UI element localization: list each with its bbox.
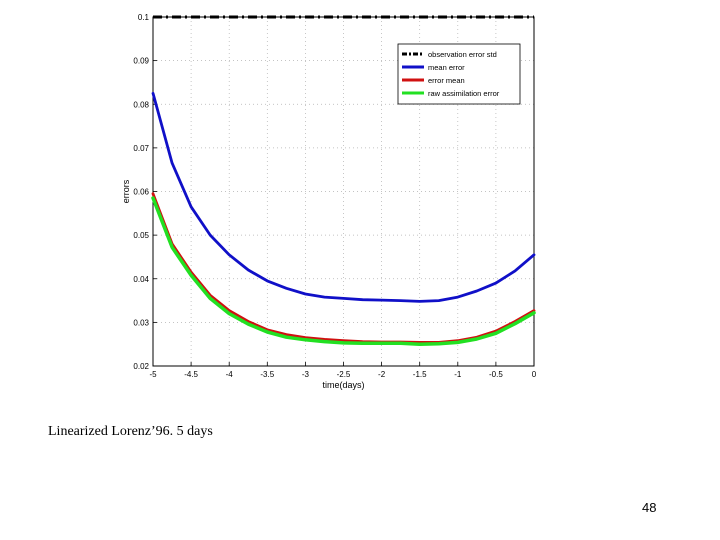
y-tick-label: 0.06 <box>133 188 149 197</box>
series-lines <box>151 15 536 346</box>
legend-label: observation error std <box>428 50 497 59</box>
series-line <box>151 192 536 344</box>
x-tick-label: -1 <box>454 370 462 379</box>
x-tick-label: -5 <box>149 370 157 379</box>
x-tick-label: -4 <box>226 370 234 379</box>
legend-label: raw assimilation error <box>428 89 500 98</box>
x-tick-label: -0.5 <box>489 370 503 379</box>
legend: observation error std mean error error mea… <box>397 43 521 105</box>
x-tick-label: -3.5 <box>260 370 274 379</box>
chart: -5 -4.5 -4 -3.5 -3 -2.5 -2 -1.5 -1 -0.5 0 0.02 0.03 0… <box>121 13 537 390</box>
y-tick-label: 0.05 <box>133 231 149 240</box>
series-line <box>151 91 536 303</box>
y-tick-label: 0.02 <box>133 362 149 371</box>
page-number: 48 <box>642 500 657 515</box>
y-tick-label: 0.1 <box>138 13 150 22</box>
x-tick-label: -1.5 <box>413 370 427 379</box>
y-tick-label: 0.03 <box>133 318 149 327</box>
axis-ticks: -5 -4.5 -4 -3.5 -3 -2.5 -2 -1.5 -1 -0.5 0 0.02 0.03 0… <box>133 13 536 379</box>
y-axis-label: errors <box>121 179 131 203</box>
x-tick-label: -3 <box>302 370 310 379</box>
x-tick-label: -4.5 <box>184 370 198 379</box>
y-tick-label: 0.08 <box>133 100 149 109</box>
x-tick-label: 0 <box>532 370 537 379</box>
legend-label: mean error <box>428 63 465 72</box>
x-tick-label: -2 <box>378 370 386 379</box>
x-axis-label: time(days) <box>322 380 364 390</box>
slide-caption: Linearized Lorenz’96. 5 days <box>48 424 213 439</box>
y-tick-label: 0.04 <box>133 275 149 284</box>
y-tick-label: 0.09 <box>133 57 149 66</box>
series-line <box>151 196 536 346</box>
y-tick-label: 0.07 <box>133 144 149 153</box>
legend-label: error mean <box>428 76 465 85</box>
x-tick-label: -2.5 <box>337 370 351 379</box>
